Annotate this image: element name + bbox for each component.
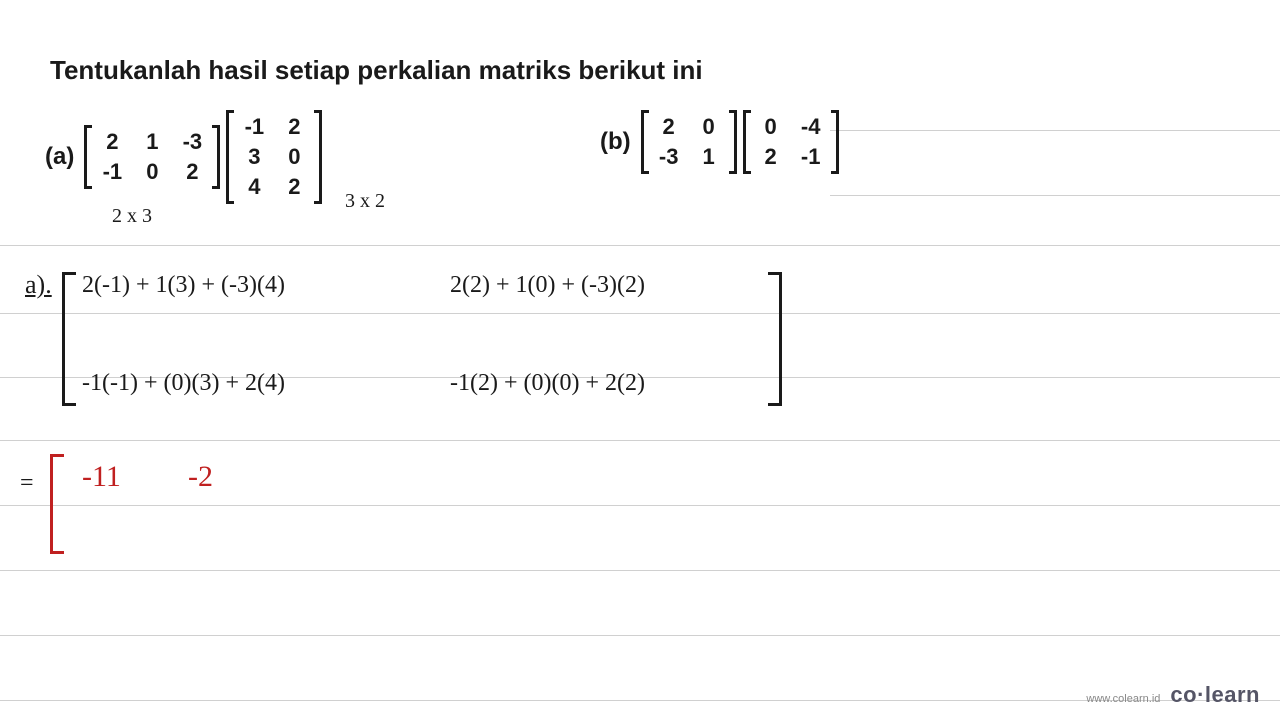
brand-pre: co (1170, 682, 1197, 707)
page-title: Tentukanlah hasil setiap perkalian matri… (50, 55, 703, 86)
ruled-background (0, 0, 1280, 720)
cell: 2 (280, 112, 308, 142)
cell: 2 (98, 127, 126, 157)
cell: 2 (178, 157, 206, 187)
cell: -1 (797, 142, 825, 172)
work-r2c2: -1(2) + (0)(0) + 2(2) (450, 370, 645, 397)
cell: 0 (695, 112, 723, 142)
result-v2: -2 (188, 460, 213, 494)
watermark-url: www.colearn.id (1086, 693, 1160, 705)
cell: 2 (757, 142, 785, 172)
matrix-a1: 2 -1 1 0 -3 2 (84, 125, 220, 189)
work-r1c1: 2(-1) + 1(3) + (-3)(4) (82, 272, 285, 299)
work-bracket-right (768, 272, 782, 406)
brand-dot: · (1197, 682, 1205, 707)
watermark: www.colearn.id co·learn (1086, 682, 1260, 708)
cell: 2 (280, 172, 308, 202)
watermark-brand: co·learn (1170, 682, 1260, 708)
matrix-b1: 2 -3 0 1 (641, 110, 737, 174)
cell: -3 (655, 142, 683, 172)
cell: 0 (757, 112, 785, 142)
work-r2c1: -1(-1) + (0)(3) + 2(4) (82, 370, 285, 397)
problem-a: (a) 2 -1 1 0 -3 2 -1 3 4 2 0 2 (45, 110, 322, 204)
brand-post: learn (1205, 682, 1260, 707)
work-r1c2: 2(2) + 1(0) + (-3)(2) (450, 272, 645, 299)
cell: -1 (98, 157, 126, 187)
problem-b-label: (b) (600, 128, 631, 156)
work-bracket-left (62, 272, 76, 406)
cell: 1 (695, 142, 723, 172)
matrix-a2: -1 3 4 2 0 2 (226, 110, 322, 204)
problem-a-label: (a) (45, 143, 74, 171)
cell: -3 (178, 127, 206, 157)
cell: 2 (655, 112, 683, 142)
cell: 0 (280, 142, 308, 172)
result-bracket-left (50, 454, 64, 554)
cell: 3 (240, 142, 268, 172)
cell: 0 (138, 157, 166, 187)
cell: -1 (240, 112, 268, 142)
dim-annot-a1: 2 x 3 (112, 205, 152, 228)
dim-annot-a2: 3 x 2 (345, 190, 385, 213)
matrix-b2: 0 2 -4 -1 (743, 110, 839, 174)
cell: 1 (138, 127, 166, 157)
cell: -4 (797, 112, 825, 142)
problem-b: (b) 2 -3 0 1 0 2 -4 -1 (600, 110, 839, 174)
equals-sign: = (20, 470, 34, 497)
work-label: a). (25, 270, 52, 300)
result-v1: -11 (82, 460, 121, 494)
cell: 4 (240, 172, 268, 202)
